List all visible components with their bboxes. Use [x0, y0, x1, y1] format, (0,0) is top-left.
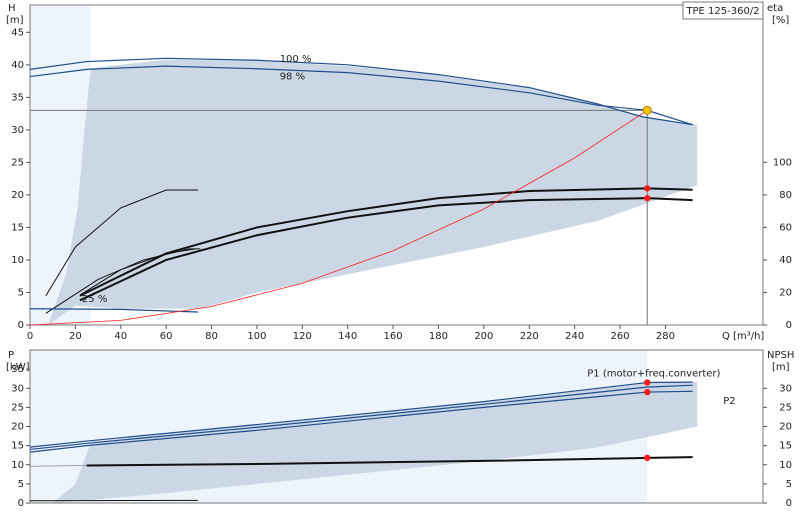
- curve-label: P2: [723, 396, 735, 407]
- y-tick-label: 35: [11, 364, 24, 375]
- y-tick-label: 25: [11, 157, 24, 168]
- y2-tick-label: 80: [779, 190, 792, 201]
- curve: [79, 197, 693, 302]
- x-tick-label: 80: [205, 331, 218, 342]
- y-tick-label: 10: [11, 460, 24, 471]
- x-tick-label: 180: [429, 331, 448, 342]
- y-tick-label: 45: [11, 27, 24, 38]
- chart-title: TPE 125-360/2: [685, 6, 759, 17]
- y2-tick-label: 20: [779, 422, 792, 433]
- x-tick-label: 240: [565, 331, 584, 342]
- operating-area: [48, 59, 698, 325]
- y2-tick-label: 60: [779, 222, 792, 233]
- x-tick-label: 60: [160, 331, 173, 342]
- curve-label: 25 %: [82, 294, 107, 305]
- y-tick-label: 0: [18, 320, 24, 331]
- y2-tick-label: 30: [779, 383, 792, 394]
- y-tick-label: 10: [11, 255, 24, 266]
- curve: [29, 65, 693, 126]
- y2-tick-label: 10: [779, 460, 792, 471]
- y2-tick-label: 0: [786, 320, 792, 331]
- curve: [29, 390, 693, 453]
- curve: [29, 381, 693, 448]
- x-tick-label: 120: [293, 331, 312, 342]
- operating-point: [644, 388, 651, 396]
- y-tick-label: 30: [11, 383, 24, 394]
- curve: [29, 308, 198, 313]
- y-tick-label: 15: [11, 222, 24, 233]
- x-tick-label: 40: [114, 331, 127, 342]
- y2-tick-label: 0: [786, 498, 792, 509]
- y-tick-label: 30: [11, 125, 24, 136]
- x-tick-label: 140: [338, 331, 357, 342]
- y2-tick-label: 15: [779, 441, 792, 452]
- duty-point: [642, 105, 652, 115]
- x-tick-label: 200: [474, 331, 493, 342]
- y2-tick-label: 25: [779, 402, 792, 413]
- y-tick-label: 5: [18, 479, 24, 490]
- x-axis-label: Q [m³/h]: [722, 331, 764, 342]
- y-tick-label: 20: [11, 190, 24, 201]
- y-tick-label: 25: [11, 402, 24, 413]
- y-axis-unit: [m]: [6, 15, 24, 26]
- y2-tick-label: 20: [779, 287, 792, 298]
- operating-point: [644, 454, 651, 462]
- curve-label: 100 %: [280, 54, 312, 65]
- plot-frame: [29, 4, 764, 326]
- curve: [45, 189, 198, 296]
- x-tick-label: 220: [520, 331, 539, 342]
- operating-area: [52, 382, 698, 503]
- y2-axis-unit: [%]: [772, 15, 789, 26]
- curve: [86, 456, 693, 467]
- y2-tick-label: 5: [786, 479, 792, 490]
- y-axis-label: H: [8, 3, 16, 14]
- curve-label: 98 %: [280, 72, 305, 83]
- y2-tick-label: 100: [773, 157, 792, 168]
- curve: [29, 384, 693, 451]
- y-axis-unit: [kW]: [6, 362, 30, 373]
- x-tick-label: 280: [656, 331, 675, 342]
- y-tick-label: 20: [11, 422, 24, 433]
- y2-axis-label: NPSH: [767, 350, 794, 361]
- x-tick-label: 0: [27, 331, 33, 342]
- operating-point: [644, 185, 651, 192]
- x-tick-label: 20: [69, 331, 82, 342]
- x-tick-label: 100: [247, 331, 266, 342]
- x-tick-label: 160: [384, 331, 403, 342]
- y-tick-label: 5: [18, 287, 24, 298]
- curve: [79, 187, 693, 297]
- y-tick-label: 40: [11, 60, 24, 71]
- curve: [29, 110, 648, 326]
- y-tick-label: 15: [11, 441, 24, 452]
- y2-axis-label: eta: [767, 3, 783, 14]
- operating-point: [644, 379, 651, 386]
- title-box: [682, 1, 764, 20]
- curve-label: P1 (motor+freq.converter): [587, 369, 720, 380]
- x-tick-label: 260: [610, 331, 629, 342]
- y2-axis-unit: [m]: [772, 362, 790, 373]
- curve: [29, 465, 87, 467]
- operating-point: [644, 194, 651, 202]
- y-axis-label: P: [8, 350, 14, 361]
- y2-tick-label: 40: [779, 255, 792, 266]
- curve: [45, 248, 201, 314]
- curve: [29, 57, 693, 126]
- y-tick-label: 0: [18, 498, 24, 509]
- y-tick-label: 35: [11, 92, 24, 103]
